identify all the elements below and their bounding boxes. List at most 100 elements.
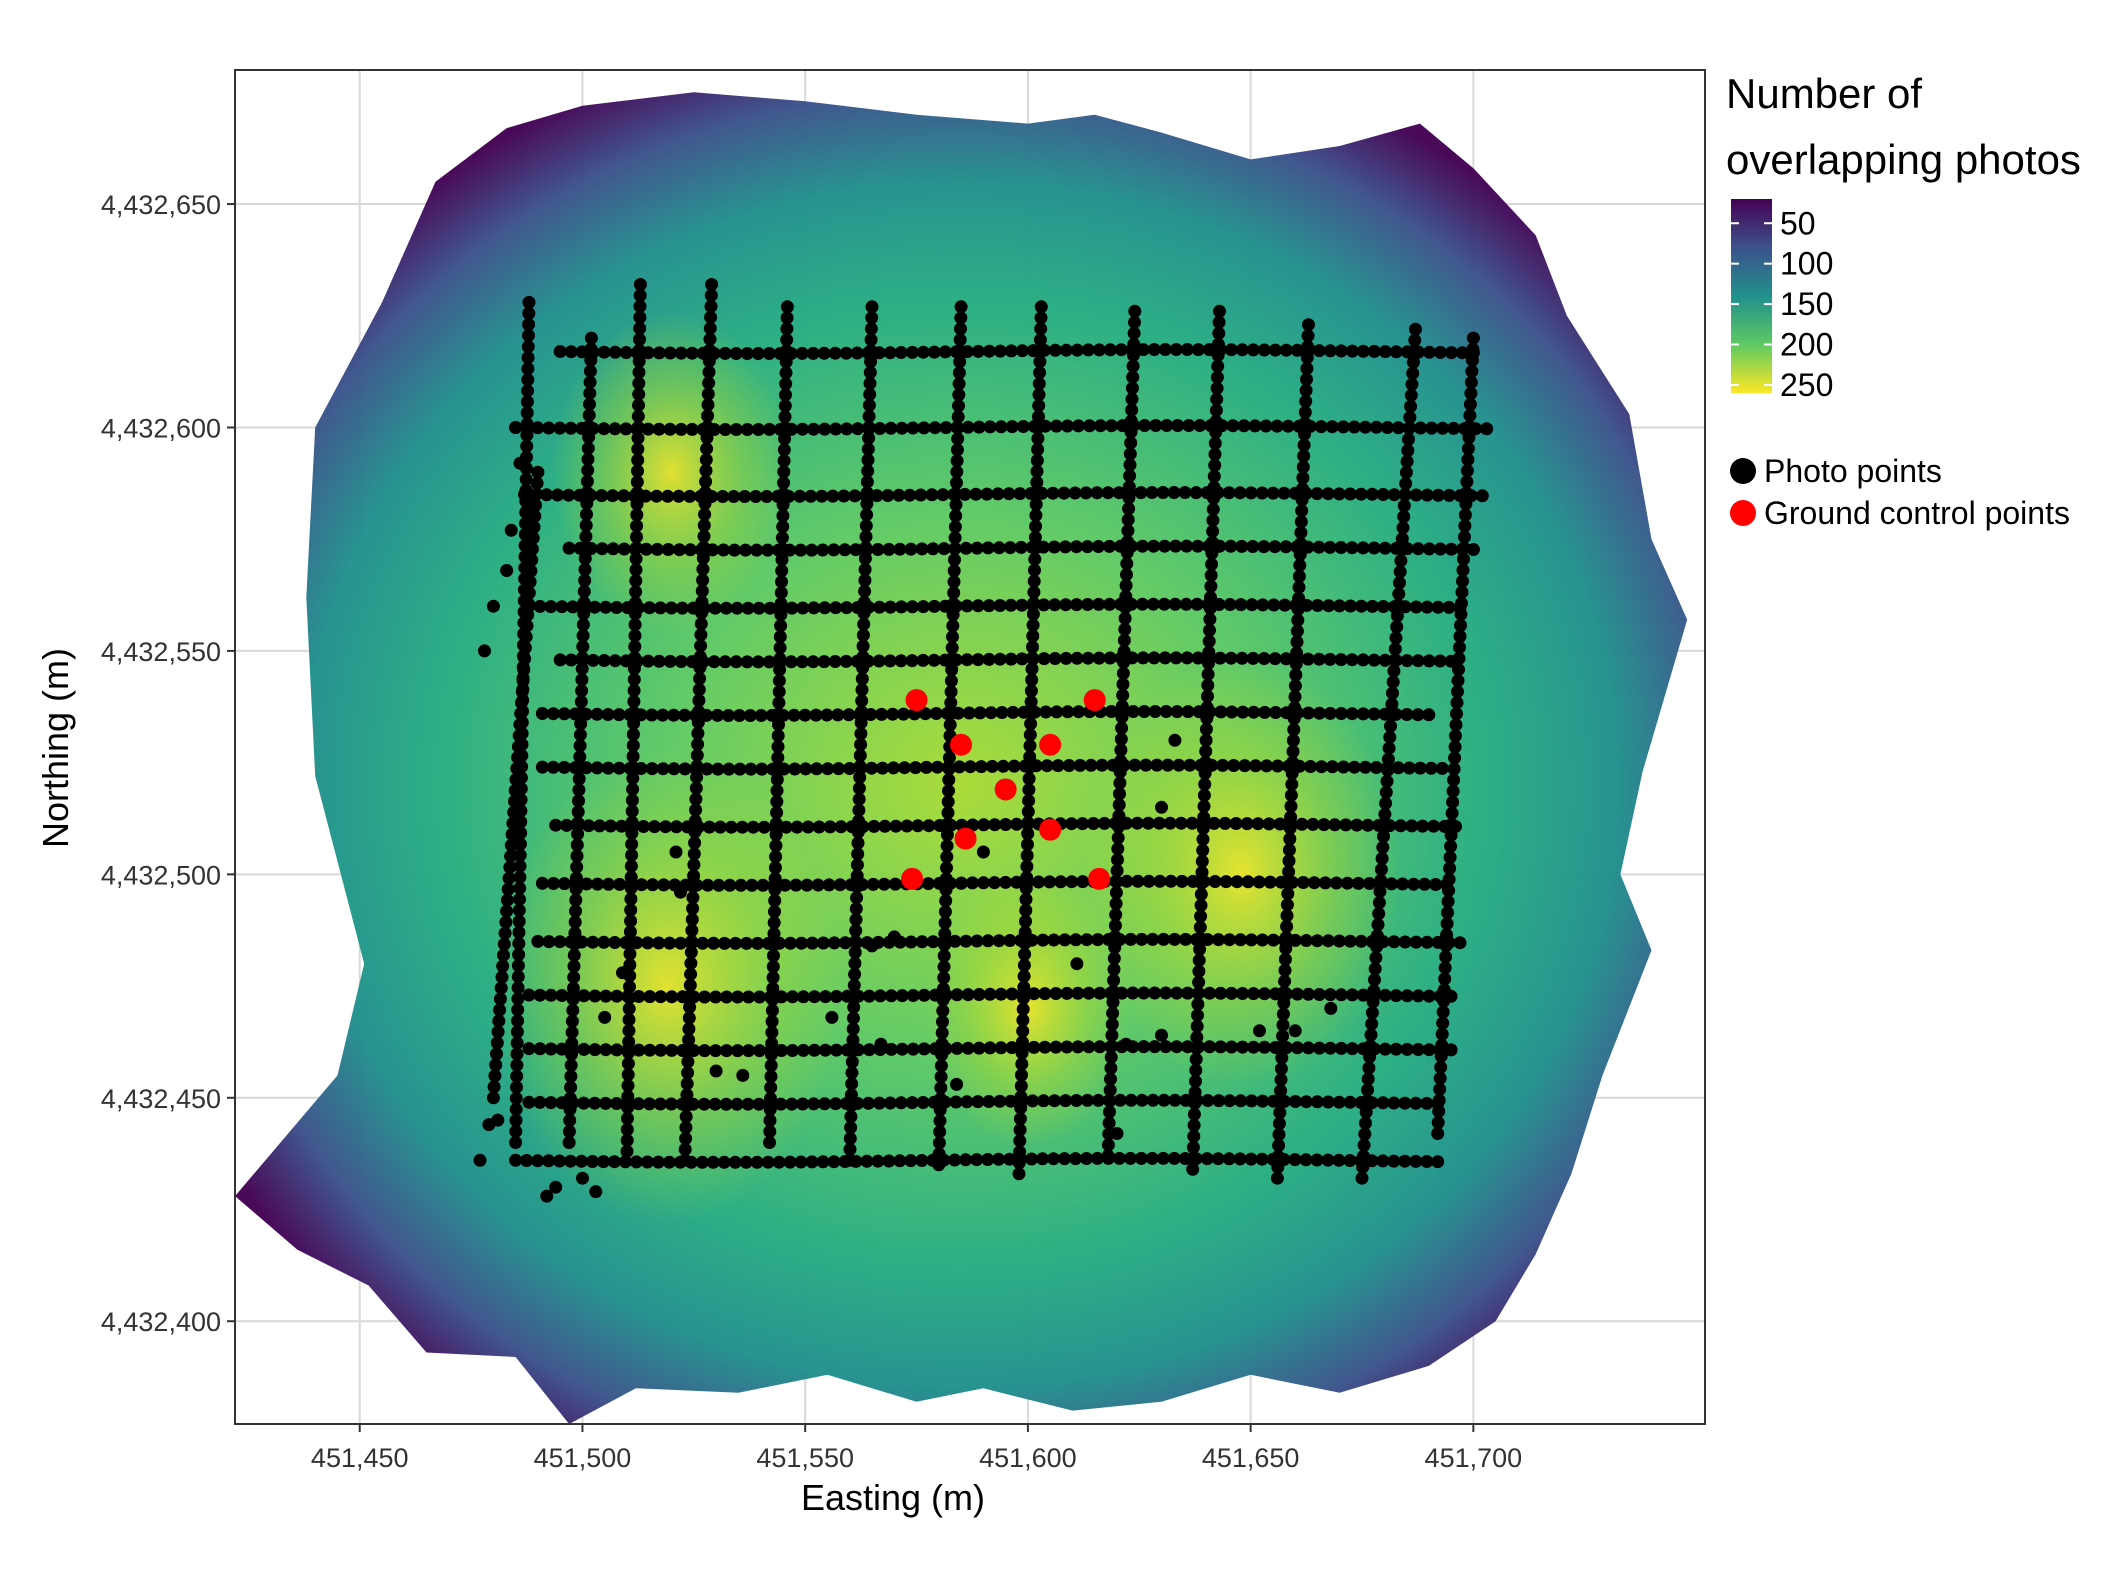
- photo-point: [966, 818, 980, 832]
- photo-point: [1148, 705, 1162, 718]
- photo-point: [692, 694, 706, 707]
- photo-point: [983, 987, 997, 1001]
- photo-point: [942, 773, 956, 787]
- photo-point: [799, 762, 813, 776]
- photo-point: [1252, 875, 1266, 889]
- photo-point: [728, 543, 741, 557]
- photo-point: [775, 575, 788, 589]
- photo-point: [886, 707, 900, 721]
- photo-point: [1222, 1152, 1236, 1166]
- photo-point: [1213, 539, 1227, 553]
- photo-point: [1458, 508, 1472, 522]
- photo-point: [1193, 942, 1207, 956]
- photo-point: [499, 915, 513, 929]
- photo-point: [729, 423, 743, 436]
- photo-point: [865, 761, 879, 775]
- photo-point: [1172, 758, 1186, 772]
- photo-point: [1175, 874, 1189, 888]
- photo-point: [859, 489, 873, 503]
- photo-point: [1159, 986, 1173, 1000]
- photo-point: [1296, 876, 1310, 889]
- photo-point: [680, 1077, 694, 1091]
- photo-point: [809, 708, 823, 722]
- photo-point: [1125, 539, 1138, 553]
- photo-point: [1186, 874, 1200, 888]
- photo-point: [1114, 743, 1128, 757]
- photo-point: [1369, 420, 1383, 434]
- photo-point: [1351, 876, 1365, 890]
- photo-point: [683, 543, 697, 557]
- photo-point: [570, 849, 584, 863]
- photo-point: [860, 1154, 874, 1168]
- photo-point: [867, 819, 881, 833]
- photo-point: [779, 377, 793, 391]
- photo-point: [1117, 758, 1131, 772]
- photo-point: [630, 346, 644, 360]
- photo-point: [633, 278, 647, 291]
- photo-point: [1435, 761, 1449, 775]
- photo-point: [1013, 487, 1027, 501]
- photo-point: [1168, 932, 1182, 946]
- photo-point: [663, 346, 677, 360]
- photo-point: [1229, 817, 1243, 830]
- photo-point: [1445, 806, 1459, 820]
- x-tick-label: 451,500: [534, 1443, 632, 1473]
- photo-point: [656, 708, 670, 722]
- photo-point: [882, 1154, 896, 1168]
- photo-point: [735, 820, 749, 834]
- photo-point: [1301, 652, 1315, 666]
- photo-point: [626, 819, 639, 833]
- photo-point: [676, 990, 690, 1004]
- photo-point: [1263, 875, 1277, 889]
- x-tick-label: 451,600: [979, 1443, 1077, 1473]
- photo-point: [1404, 388, 1418, 402]
- photo-point: [777, 476, 791, 490]
- photo-point: [696, 346, 710, 360]
- photo-point: [1187, 1118, 1201, 1132]
- photo-point: [544, 1042, 558, 1056]
- ground-control-point: [994, 778, 1017, 801]
- photo-point: [620, 1144, 634, 1158]
- photo-point: [774, 601, 788, 615]
- photo-point: [686, 601, 700, 615]
- photo-point: [1104, 986, 1118, 1000]
- photo-point: [1022, 783, 1036, 797]
- photo-point: [1015, 598, 1029, 612]
- photo-point: [1207, 469, 1221, 483]
- photo-point: [1212, 326, 1226, 340]
- photo-point: [1021, 827, 1035, 841]
- photo-point: [1436, 421, 1450, 435]
- photo-point: [971, 653, 985, 667]
- photo-point: [1191, 997, 1205, 1011]
- photo-point: [1037, 652, 1051, 666]
- photo-point: [1195, 854, 1209, 868]
- photo-point: [1343, 1154, 1357, 1167]
- photo-point: [564, 1080, 578, 1094]
- photo-point: [793, 489, 807, 503]
- photo-point: [855, 683, 869, 697]
- photo-point: [1334, 1041, 1348, 1055]
- photo-point: [752, 1097, 766, 1111]
- photo-point: [1032, 875, 1046, 889]
- photo-point: [1301, 329, 1315, 343]
- photo-point: [562, 1136, 576, 1149]
- photo-point: [1069, 1152, 1082, 1166]
- photo-point: [1290, 624, 1304, 638]
- photo-point: [531, 421, 545, 435]
- photo-point: [1048, 1094, 1061, 1108]
- photo-point: [1278, 598, 1292, 612]
- photo-point: [897, 707, 910, 721]
- photo-point: [1058, 1152, 1071, 1166]
- x-tick-label: 451,650: [1202, 1443, 1300, 1473]
- photo-point: [1398, 935, 1412, 949]
- photo-point: [1211, 486, 1225, 500]
- photo-point: [895, 1042, 909, 1056]
- photo-point: [1284, 788, 1298, 802]
- photo-point: [776, 520, 790, 534]
- photo-point: [1189, 486, 1203, 500]
- photo-point: [1227, 759, 1241, 772]
- photo-point: [1125, 651, 1139, 665]
- photo-point: [1387, 1154, 1401, 1168]
- photo-point: [1036, 540, 1050, 554]
- photo-point: [778, 878, 792, 892]
